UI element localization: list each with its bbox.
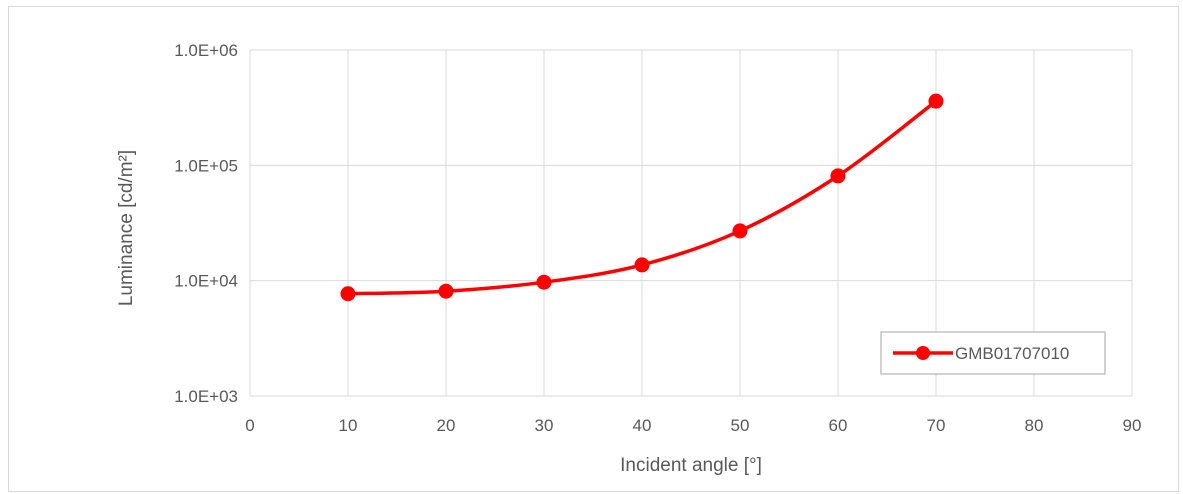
legend-label: GMB01707010 (955, 344, 1069, 363)
data-point (928, 93, 944, 109)
x-tick-label: 20 (437, 416, 456, 435)
x-axis-title: Incident angle [°] (620, 455, 762, 476)
x-tick-label: 80 (1025, 416, 1044, 435)
data-point (340, 286, 356, 302)
x-tick-label: 40 (633, 416, 652, 435)
y-tick-label: 1.0E+06 (174, 41, 238, 60)
x-tick-label: 60 (829, 416, 848, 435)
chart-frame (8, 6, 1179, 492)
x-gridlines (249, 50, 1133, 396)
data-point (536, 274, 552, 290)
x-tick-label: 0 (245, 416, 254, 435)
x-tick-label: 90 (1123, 416, 1142, 435)
x-tick-label: 70 (927, 416, 946, 435)
x-tick-label: 10 (339, 416, 358, 435)
x-tick-label: 30 (535, 416, 554, 435)
series-layer (340, 93, 944, 302)
data-point (732, 223, 748, 239)
y-axis-title: Luminance [cd/m²] (116, 150, 137, 306)
y-tick-label: 1.0E+05 (174, 156, 238, 175)
y-tick-label: 1.0E+04 (174, 272, 238, 291)
y-tick-labels: 1.0E+03 1.0E+04 1.0E+05 1.0E+06 (174, 41, 238, 406)
x-tick-labels: 0 10 20 30 40 50 60 70 80 90 (245, 416, 1141, 435)
legend-marker (916, 346, 930, 360)
data-point (830, 168, 846, 184)
legend: GMB01707010 (880, 331, 1106, 375)
data-point (438, 283, 454, 299)
x-tick-label: 50 (731, 416, 750, 435)
y-gridlines (250, 49, 1132, 397)
y-tick-label: 1.0E+03 (174, 387, 238, 406)
data-point (634, 257, 650, 273)
